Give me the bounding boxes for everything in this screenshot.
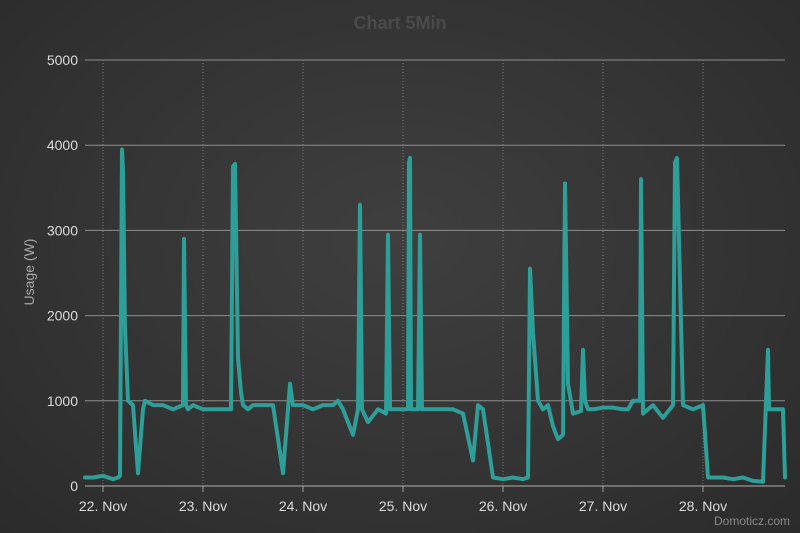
y-tick-label: 1000 (47, 393, 78, 409)
x-tick-label: 28. Nov (679, 498, 727, 514)
x-tick-label: 27. Nov (579, 498, 627, 514)
x-tick-label: 26. Nov (479, 498, 527, 514)
chart-title: Chart 5Min (353, 13, 446, 33)
series-layer (83, 147, 787, 484)
x-tick-label: 25. Nov (379, 498, 427, 514)
y-tick-label: 3000 (47, 222, 78, 238)
credit-text: Domoticz.com (714, 514, 790, 528)
grid (85, 59, 785, 487)
y-tick-label: 5000 (47, 52, 78, 68)
axes: 0 1000 2000 3000 4000 5000 22. Nov 23. Nov 24. N… (47, 52, 785, 514)
y-tick-label: 4000 (47, 137, 78, 153)
y-tick-label: 0 (70, 478, 78, 494)
series-line (83, 147, 787, 484)
x-tick-label: 22. Nov (79, 498, 127, 514)
x-tick-label: 24. Nov (279, 498, 327, 514)
x-tick-label: 23. Nov (179, 498, 227, 514)
y-tick-label: 2000 (47, 308, 78, 324)
y-axis-label: Usage (W) (21, 239, 37, 306)
